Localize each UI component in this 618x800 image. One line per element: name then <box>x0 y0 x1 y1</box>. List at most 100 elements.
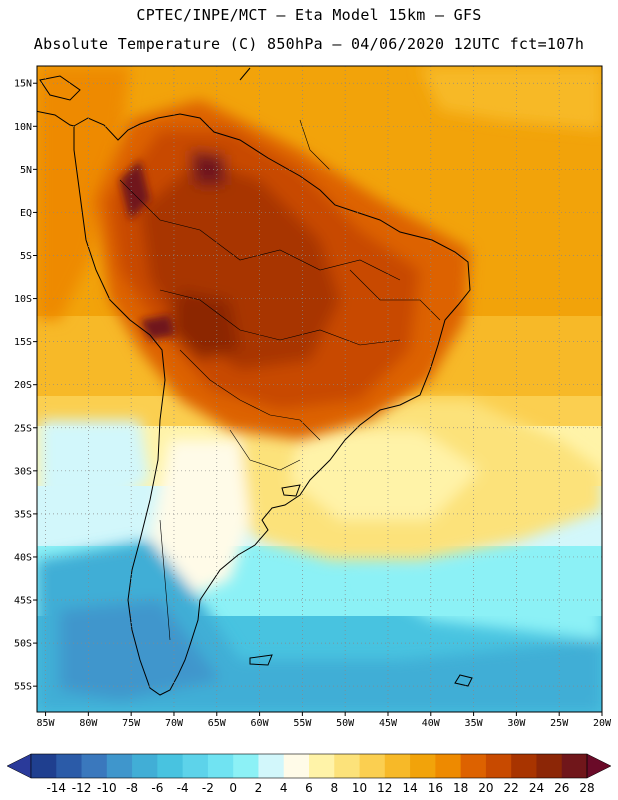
south-america-coast <box>73 113 471 696</box>
colorbar-swatch <box>182 754 209 778</box>
region-pacific-cold <box>40 420 150 500</box>
colorbar-swatch <box>410 754 436 778</box>
lat-tick-label: 45S <box>14 596 32 607</box>
colorbar-label: 2 <box>255 781 263 795</box>
colorbar-swatch <box>157 754 184 778</box>
border-amazon <box>119 179 401 281</box>
lon-tick-label: 60W <box>251 718 270 729</box>
colorbar-swatch <box>258 754 285 778</box>
region-gran-chaco-hot <box>170 290 240 360</box>
caribbean-island <box>239 67 251 81</box>
colorbar-swatch <box>207 754 234 778</box>
lat-tick-label: 30S <box>14 466 32 477</box>
lon-tick-label: 80W <box>79 718 98 729</box>
colorbar-swatch <box>309 754 335 778</box>
lat-tick-label: 15N <box>14 79 32 90</box>
colorbar-swatch <box>132 754 158 778</box>
lat-tick-label: 5S <box>20 251 32 262</box>
region-venezuela-max <box>190 150 225 185</box>
colorbar-over-arrow <box>586 753 612 779</box>
lat-tick-label: 15S <box>14 337 32 348</box>
region-uruguay-cool <box>290 430 480 520</box>
border-ne-states <box>349 269 441 321</box>
lat-tick-label: 40S <box>14 552 32 563</box>
colorbar-swatch <box>233 754 259 778</box>
colorbar-label: -8 <box>126 781 138 795</box>
colorbar: -14 -12 -10 -8 -6 -4 -2 0 2 4 6 8 10 12 14 16 18 20 22 24 26… <box>6 753 612 795</box>
lat-tick-label: EQ <box>20 208 32 219</box>
colorbar-label: 4 <box>280 781 288 795</box>
colorbar-swatch <box>485 754 512 778</box>
colorbar-swatch <box>334 754 360 778</box>
lat-tick-label: 50S <box>14 639 32 650</box>
colorbar-label: 12 <box>377 781 392 795</box>
temperature-field <box>37 66 602 712</box>
colorbar-label: 6 <box>305 781 313 795</box>
lon-tick-label: 50W <box>336 718 355 729</box>
colorbar-under-arrow <box>6 753 32 779</box>
central-america-coast <box>39 75 81 101</box>
lon-tick-label: 35W <box>465 718 484 729</box>
lon-tick-label: 20W <box>593 718 612 729</box>
chart-title-line2: Absolute Temperature (C) 850hPa – 04/06/… <box>33 35 585 53</box>
lon-tick-label: 30W <box>507 718 526 729</box>
colorbar-label: -10 <box>97 781 117 795</box>
border-chile-argentina <box>159 519 171 641</box>
region-argentina-cool <box>150 440 250 600</box>
colorbar-swatch <box>56 754 82 778</box>
colorbar-label: 16 <box>428 781 443 795</box>
lat-tick-label: 20S <box>14 380 32 391</box>
lat-tick-label: 25S <box>14 423 32 434</box>
colorbar-label: 26 <box>554 781 569 795</box>
colorbar-label: -2 <box>202 781 214 795</box>
colorbar-label: 0 <box>229 781 237 795</box>
region-caribbean-warm <box>420 66 602 130</box>
colorbar-swatch <box>81 754 108 778</box>
colorbar-label: 10 <box>352 781 367 795</box>
lagoa-dos-patos <box>281 484 301 497</box>
colorbar-swatch <box>106 754 133 778</box>
colorbar-label: -12 <box>72 781 92 795</box>
lon-tick-label: 65W <box>208 718 227 729</box>
colorbar-frame <box>30 753 588 779</box>
lat-tick-label: 5N <box>20 165 32 176</box>
map-frame <box>36 65 603 713</box>
colorbar-label: 28 <box>579 781 594 795</box>
lon-tick-label: 55W <box>293 718 312 729</box>
lat-tick-label: 35S <box>14 509 32 520</box>
colorbar-label: 14 <box>402 781 417 795</box>
colorbar-label: -4 <box>177 781 189 795</box>
lon-tick-label: 25W <box>550 718 569 729</box>
coastlines <box>37 67 473 696</box>
lon-tick-label: 70W <box>165 718 184 729</box>
lon-tick-label: 85W <box>37 718 56 729</box>
colorbar-swatch <box>31 754 57 778</box>
axis-labels: 15N 10N 5N EQ 5S 10S 15S 20S 25S 30S 35S 40S 45S 50S 5… <box>14 79 612 729</box>
colorbar-label: 22 <box>504 781 519 795</box>
colorbar-swatch <box>561 754 588 778</box>
lon-tick-label: 75W <box>122 718 141 729</box>
lat-tick-label: 55S <box>14 682 32 693</box>
lat-tick-label: 10N <box>14 122 32 133</box>
border-paraguay <box>179 349 321 441</box>
lon-tick-label: 40W <box>422 718 441 729</box>
colorbar-label: 20 <box>478 781 493 795</box>
colorbar-swatch <box>283 754 310 778</box>
colorbar-swatch <box>511 754 537 778</box>
colorbar-swatch <box>536 754 563 778</box>
region-pacific-warm <box>37 66 130 320</box>
colorbar-label: 8 <box>330 781 338 795</box>
colorbar-label: 24 <box>529 781 544 795</box>
border-brazil-bolivia <box>159 289 401 346</box>
lat-tick-label: 10S <box>14 294 32 305</box>
colorbar-swatch <box>359 754 386 778</box>
colorbar-swatch <box>460 754 487 778</box>
panama-coast <box>37 110 75 127</box>
borders <box>119 119 441 641</box>
region-colombia-max <box>120 160 150 220</box>
colorbar-swatch <box>435 754 462 778</box>
falkland-islands <box>454 674 473 687</box>
colorbar-label: -14 <box>46 781 66 795</box>
colorbar-label: 18 <box>453 781 468 795</box>
